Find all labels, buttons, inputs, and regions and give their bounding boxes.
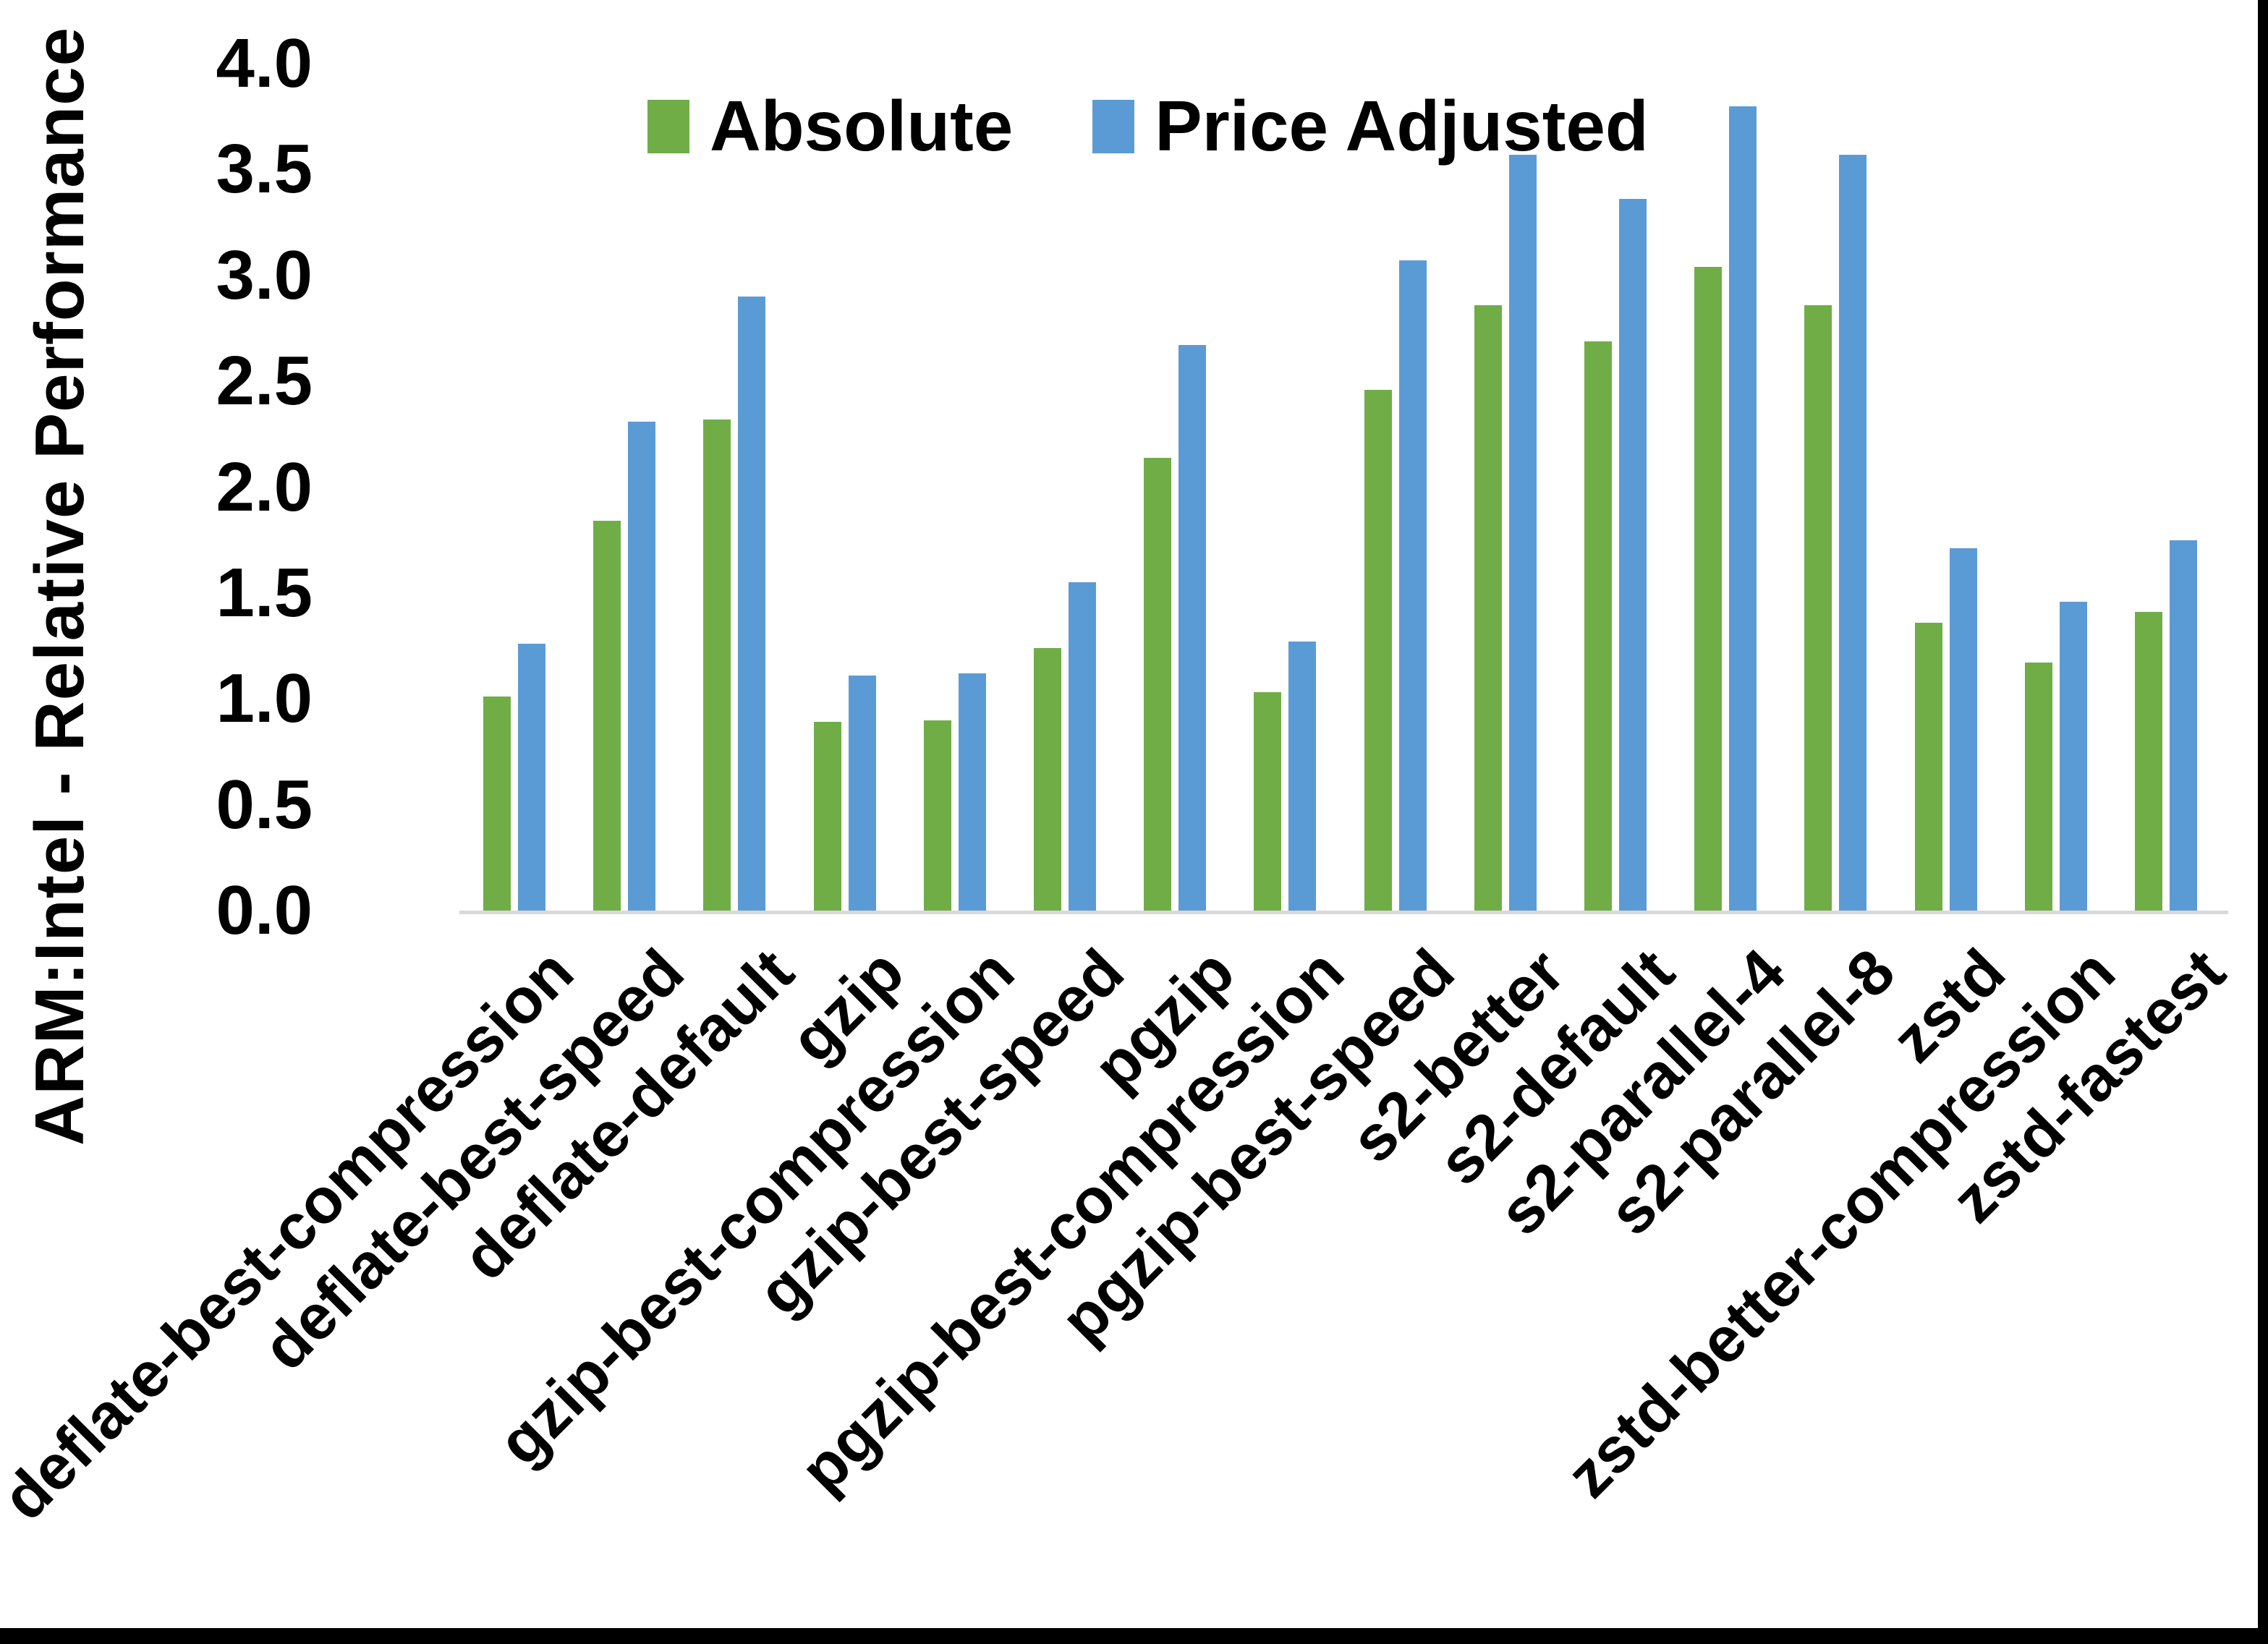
- bar-s2-better-absolute: [1474, 305, 1502, 911]
- y-tick-label: 1.0: [216, 660, 313, 738]
- y-tick-label: 4.0: [216, 25, 313, 102]
- x-axis-line: [459, 911, 2228, 914]
- legend-label: Price Adjusted: [1155, 86, 1649, 166]
- bar-zstd-fastest-absolute: [2135, 612, 2162, 911]
- y-tick-label: 3.0: [216, 236, 313, 314]
- bar-gzip-best-compression-absolute: [924, 720, 951, 911]
- bar-gzip-best-speed-absolute: [1034, 648, 1061, 911]
- y-tick-label: 2.5: [216, 342, 313, 420]
- bar-deflate-best-compression-absolute: [483, 697, 511, 911]
- bar-gzip-best-speed-price-adjusted: [1069, 582, 1096, 911]
- y-tick-label: 1.5: [216, 553, 313, 631]
- bar-s2-parallel-8-price-adjusted: [1839, 155, 1866, 911]
- bar-pgzip-absolute: [1144, 458, 1171, 911]
- bar-pgzip-price-adjusted: [1178, 345, 1206, 911]
- bar-deflate-best-compression-price-adjusted: [518, 644, 545, 911]
- screen-border-right: [2258, 0, 2268, 1644]
- y-tick-label: 3.5: [216, 130, 313, 208]
- screen-border-bottom: [0, 1628, 2268, 1644]
- y-tick-label: 0.5: [216, 765, 313, 843]
- bar-deflate-default-price-adjusted: [738, 297, 765, 911]
- bar-zstd-price-adjusted: [1950, 548, 1977, 911]
- y-tick-label: 0.0: [216, 872, 313, 949]
- legend-swatch-icon: [1092, 99, 1135, 153]
- y-tick-label: 2.0: [216, 448, 313, 526]
- bar-pgzip-best-compression-absolute: [1254, 692, 1281, 911]
- legend-item-absolute: Absolute: [647, 85, 1013, 167]
- legend-item-price-adjusted: Price Adjusted: [1092, 85, 1649, 167]
- bar-gzip-best-compression-price-adjusted: [959, 673, 986, 911]
- legend-swatch-icon: [647, 99, 689, 153]
- bar-s2-parallel-4-price-adjusted: [1729, 106, 1757, 911]
- bar-zstd-absolute: [1915, 623, 1942, 911]
- bar-pgzip-best-speed-price-adjusted: [1399, 260, 1427, 911]
- bar-gzip-price-adjusted: [849, 676, 876, 911]
- chart-legend: Absolute Price Adjusted: [647, 85, 1649, 167]
- bar-s2-parallel-8-absolute: [1804, 305, 1832, 911]
- bar-deflate-default-absolute: [703, 419, 731, 911]
- bar-s2-default-price-adjusted: [1619, 199, 1647, 911]
- legend-label: Absolute: [710, 86, 1014, 166]
- bar-deflate-best-speed-absolute: [593, 521, 621, 911]
- bar-pgzip-best-speed-absolute: [1364, 390, 1392, 911]
- bar-s2-parallel-4-absolute: [1694, 267, 1722, 911]
- bar-pgzip-best-compression-price-adjusted: [1288, 642, 1316, 911]
- bar-gzip-absolute: [814, 722, 841, 911]
- bar-zstd-better-compression-price-adjusted: [2060, 602, 2087, 911]
- bar-zstd-better-compression-absolute: [2025, 663, 2052, 911]
- bar-zstd-fastest-price-adjusted: [2170, 540, 2197, 911]
- bar-deflate-best-speed-price-adjusted: [628, 422, 655, 911]
- bar-s2-default-absolute: [1584, 341, 1612, 911]
- bar-s2-better-price-adjusted: [1509, 155, 1537, 911]
